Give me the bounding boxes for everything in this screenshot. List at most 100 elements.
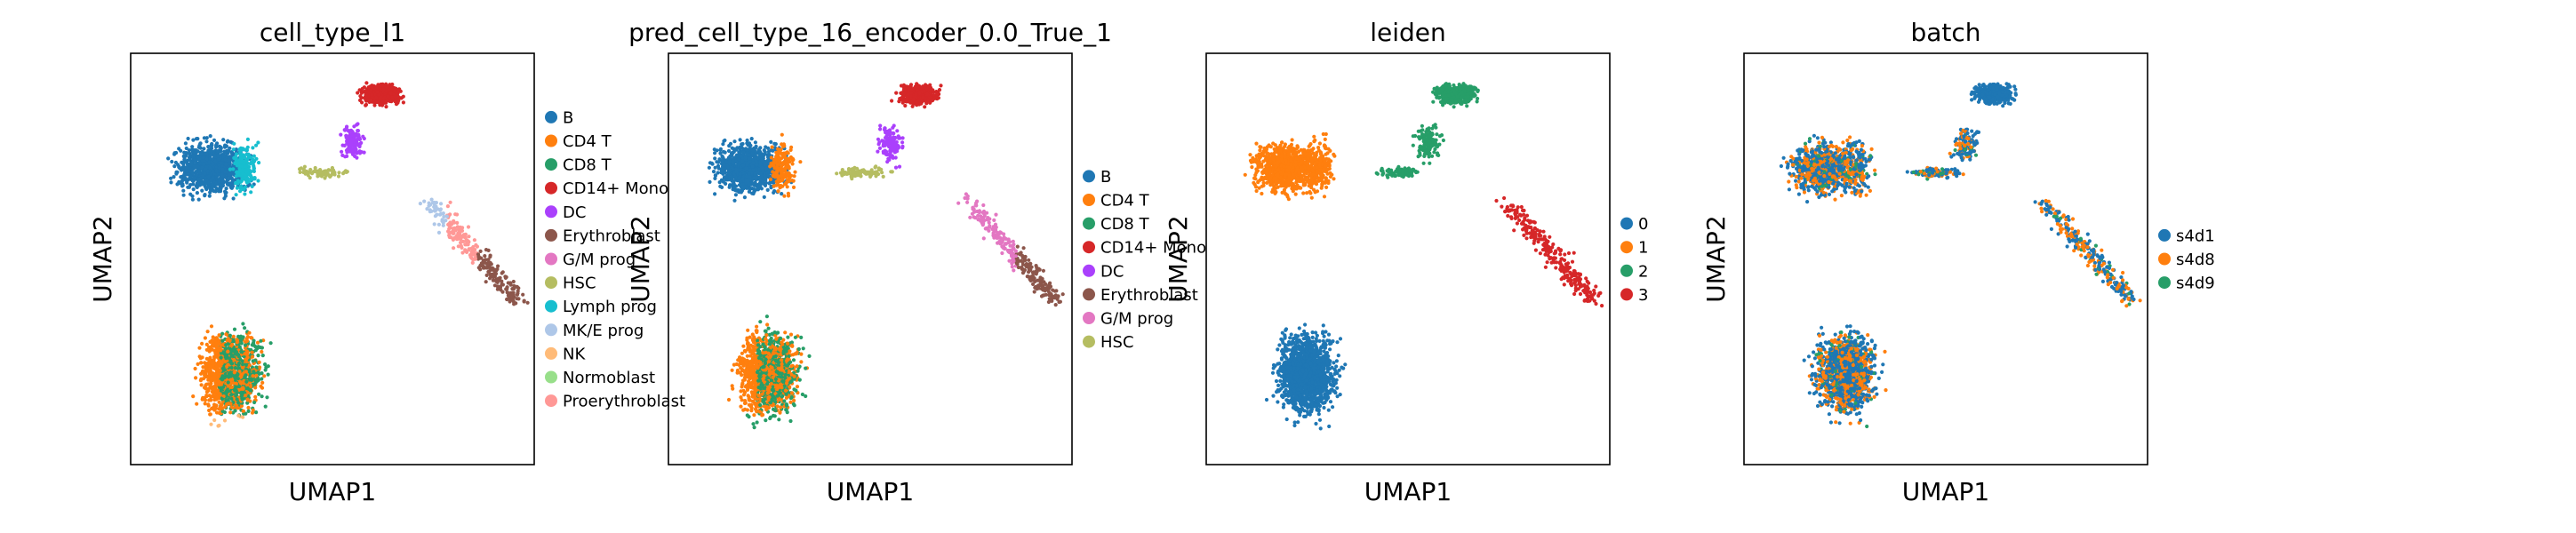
scatter-point	[209, 324, 214, 329]
scatter-point	[780, 161, 785, 165]
scatter-point	[223, 360, 228, 364]
scatter-point	[893, 165, 899, 170]
scatter-point	[190, 145, 195, 149]
scatter-point	[777, 159, 781, 163]
scatter-point	[748, 178, 752, 182]
scatter-point	[212, 418, 217, 423]
scatter-point	[740, 159, 745, 163]
scatter-point	[779, 174, 783, 179]
scatter-point	[186, 172, 190, 177]
scatter-point	[197, 354, 202, 359]
scatter-point	[460, 228, 465, 233]
scatter-point	[246, 405, 251, 410]
scatter-point	[759, 165, 764, 170]
scatter-point	[232, 358, 236, 362]
scatter-point	[894, 91, 899, 95]
scatter-point	[204, 179, 209, 183]
scatter-point	[401, 94, 405, 99]
scatter-point	[466, 225, 471, 229]
scatter-point	[204, 364, 208, 370]
scatter-point	[500, 290, 505, 294]
scatter-point	[441, 223, 445, 227]
scatter-point	[209, 149, 214, 154]
scatter-point	[790, 162, 795, 166]
scatter-point	[522, 299, 526, 304]
scatter-point	[229, 396, 234, 402]
scatter-point	[206, 145, 211, 149]
scatter-point	[716, 163, 721, 168]
scatter-point	[748, 146, 752, 150]
scatter-point	[219, 149, 223, 154]
scatter-point	[206, 185, 211, 189]
scatter-point	[260, 377, 264, 381]
scatter-point	[229, 365, 234, 370]
scatter-point	[740, 141, 745, 147]
scatter-point	[239, 403, 244, 409]
scatter-point	[780, 132, 784, 137]
scatter-point	[730, 146, 734, 150]
scatter-point	[180, 168, 184, 172]
scatter-point	[896, 146, 901, 150]
scatter-point	[900, 136, 905, 140]
scatter-point	[183, 141, 188, 146]
scatter-point	[900, 144, 905, 148]
scatter-point	[887, 152, 892, 156]
scatter-point	[218, 405, 222, 410]
scatter-point	[764, 145, 768, 149]
scatter-point	[254, 373, 259, 378]
scatter-point	[935, 92, 940, 97]
scatter-point	[239, 164, 244, 169]
scatter-point	[195, 191, 199, 195]
scatter-point	[224, 356, 228, 361]
scatter-point	[715, 148, 719, 153]
scatter-point	[352, 146, 356, 150]
scatter-point	[211, 342, 215, 346]
scatter-point	[225, 364, 229, 369]
scatter-point	[220, 397, 225, 402]
scatter-point	[364, 92, 369, 97]
scatter-point	[186, 136, 190, 141]
legend-label-lymph-prog: Lymph prog	[563, 298, 657, 316]
scatter-point	[220, 374, 225, 378]
scatter-point	[738, 138, 742, 142]
scatter-point	[356, 129, 360, 133]
scatter-point	[749, 137, 754, 141]
scatter-point	[728, 169, 732, 173]
scatter-point	[206, 180, 212, 186]
scatter-point	[172, 164, 177, 169]
scatter-point	[732, 198, 737, 203]
scatter-point	[234, 193, 238, 197]
scatter-point	[236, 372, 240, 377]
scatter-point	[475, 244, 480, 249]
scatter-point	[747, 153, 751, 157]
scatter-point	[357, 151, 363, 155]
scatter-point	[251, 161, 256, 165]
scatter-point	[211, 169, 215, 174]
scatter-point	[743, 155, 748, 160]
scatter-point	[369, 88, 373, 92]
scatter-point	[238, 150, 243, 155]
scatter-point	[256, 370, 260, 375]
scatter-point	[396, 99, 401, 103]
scatter-point	[198, 141, 203, 146]
scatter-point	[199, 383, 204, 387]
scatter-point	[223, 157, 228, 162]
scatter-point	[204, 157, 209, 162]
scatter-point	[430, 201, 436, 205]
scatter-point	[770, 145, 774, 149]
scatter-point	[709, 161, 715, 165]
scatter-point	[203, 398, 208, 402]
scatter-point	[194, 376, 198, 380]
scatter-point	[786, 194, 791, 198]
scatter-point	[238, 375, 244, 379]
scatter-point	[735, 146, 740, 150]
scatter-point	[248, 388, 252, 393]
legend-label-nk: NK	[563, 345, 586, 363]
scatter-point	[738, 188, 743, 193]
scatter-point	[256, 140, 260, 145]
scatter-point	[263, 368, 268, 372]
scatter-point	[783, 166, 788, 171]
scatter-point	[742, 195, 748, 200]
scatter-point	[206, 174, 211, 179]
scatter-point	[237, 345, 242, 349]
